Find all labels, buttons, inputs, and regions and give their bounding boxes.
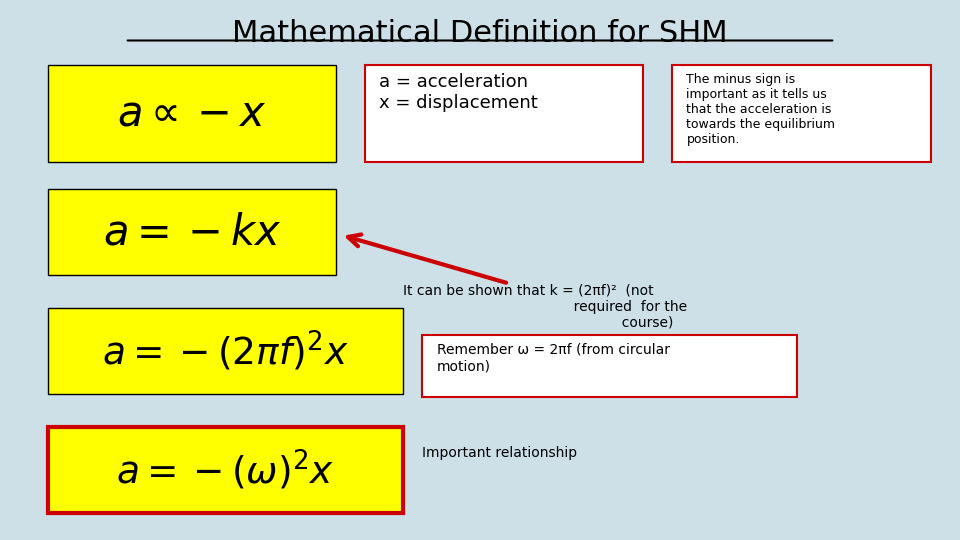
Text: Mathematical Definition for SHM: Mathematical Definition for SHM (232, 19, 728, 48)
Text: a = acceleration
x = displacement: a = acceleration x = displacement (379, 73, 538, 112)
FancyBboxPatch shape (48, 427, 403, 513)
Text: $a \propto -x$: $a \propto -x$ (117, 92, 267, 134)
Text: $a = -(2\pi f)^2 x$: $a = -(2\pi f)^2 x$ (103, 329, 348, 373)
Text: Remember ω = 2πf (from circular
motion): Remember ω = 2πf (from circular motion) (437, 343, 670, 373)
FancyBboxPatch shape (48, 308, 403, 394)
Text: It can be shown that k = (2πf)²  (not
                                       req: It can be shown that k = (2πf)² (not req (403, 284, 687, 330)
FancyBboxPatch shape (672, 65, 931, 162)
FancyBboxPatch shape (48, 65, 336, 162)
FancyBboxPatch shape (365, 65, 643, 162)
Text: The minus sign is
important as it tells us
that the acceleration is
towards the : The minus sign is important as it tells … (686, 73, 835, 146)
Text: $a = -(\omega)^2 x$: $a = -(\omega)^2 x$ (116, 448, 335, 492)
Text: $a = -kx$: $a = -kx$ (103, 211, 281, 253)
FancyBboxPatch shape (422, 335, 797, 397)
FancyBboxPatch shape (48, 189, 336, 275)
Text: Important relationship: Important relationship (422, 446, 578, 460)
